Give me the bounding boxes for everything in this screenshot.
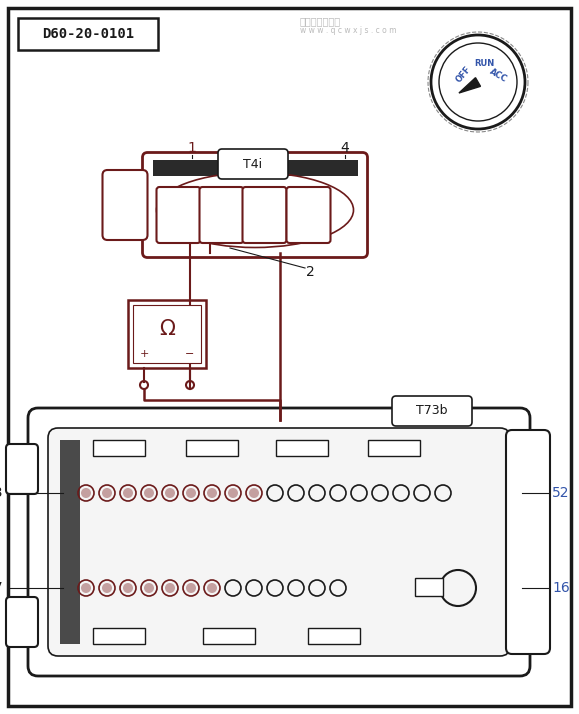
- Bar: [18, 18, 158, 50]
- Bar: [368, 440, 420, 456]
- Bar: [276, 440, 328, 456]
- FancyBboxPatch shape: [392, 396, 472, 426]
- Circle shape: [144, 488, 154, 498]
- Text: RUN: RUN: [474, 59, 494, 69]
- Text: T4i: T4i: [243, 158, 262, 171]
- Circle shape: [249, 488, 259, 498]
- Bar: [93, 628, 145, 644]
- FancyBboxPatch shape: [287, 187, 331, 243]
- Text: 4: 4: [340, 141, 349, 155]
- FancyBboxPatch shape: [200, 187, 244, 243]
- Text: ACC: ACC: [488, 67, 508, 84]
- Bar: [128, 300, 206, 368]
- Circle shape: [207, 583, 217, 593]
- Circle shape: [228, 488, 238, 498]
- Circle shape: [165, 583, 175, 593]
- Text: −: −: [185, 349, 195, 359]
- FancyBboxPatch shape: [48, 428, 510, 656]
- Bar: [60, 440, 80, 644]
- Circle shape: [81, 583, 91, 593]
- FancyBboxPatch shape: [6, 597, 38, 647]
- Circle shape: [123, 583, 133, 593]
- Circle shape: [165, 488, 175, 498]
- Circle shape: [207, 488, 217, 498]
- Text: 52: 52: [552, 486, 570, 500]
- Bar: [203, 628, 255, 644]
- Circle shape: [81, 488, 91, 498]
- Bar: [93, 440, 145, 456]
- FancyBboxPatch shape: [506, 430, 550, 654]
- Bar: [152, 159, 357, 176]
- Text: 2: 2: [306, 265, 314, 279]
- Bar: [186, 440, 238, 456]
- Text: 16: 16: [552, 581, 570, 595]
- FancyBboxPatch shape: [142, 153, 368, 258]
- Circle shape: [102, 583, 112, 593]
- FancyBboxPatch shape: [156, 187, 200, 243]
- Text: w w w . q c w x j s . c o m: w w w . q c w x j s . c o m: [300, 26, 397, 35]
- Text: OFF: OFF: [455, 64, 473, 84]
- FancyBboxPatch shape: [28, 408, 530, 676]
- Circle shape: [123, 488, 133, 498]
- Bar: [415, 578, 443, 596]
- Text: T73b: T73b: [416, 405, 448, 418]
- FancyBboxPatch shape: [218, 149, 288, 179]
- Text: Ω: Ω: [159, 319, 175, 339]
- Circle shape: [186, 583, 196, 593]
- FancyBboxPatch shape: [102, 170, 148, 240]
- Text: 53: 53: [0, 486, 3, 500]
- Text: +: +: [140, 349, 149, 359]
- Bar: [308, 628, 360, 644]
- Circle shape: [102, 488, 112, 498]
- Circle shape: [186, 488, 196, 498]
- Text: D60-20-0101: D60-20-0101: [42, 27, 134, 41]
- Text: 17: 17: [0, 581, 3, 595]
- Text: 1: 1: [188, 141, 196, 155]
- Circle shape: [144, 583, 154, 593]
- FancyBboxPatch shape: [243, 187, 287, 243]
- Bar: [133, 305, 201, 363]
- Polygon shape: [459, 78, 481, 93]
- FancyBboxPatch shape: [6, 444, 38, 494]
- Text: 汽车维修技术网: 汽车维修技术网: [300, 16, 341, 26]
